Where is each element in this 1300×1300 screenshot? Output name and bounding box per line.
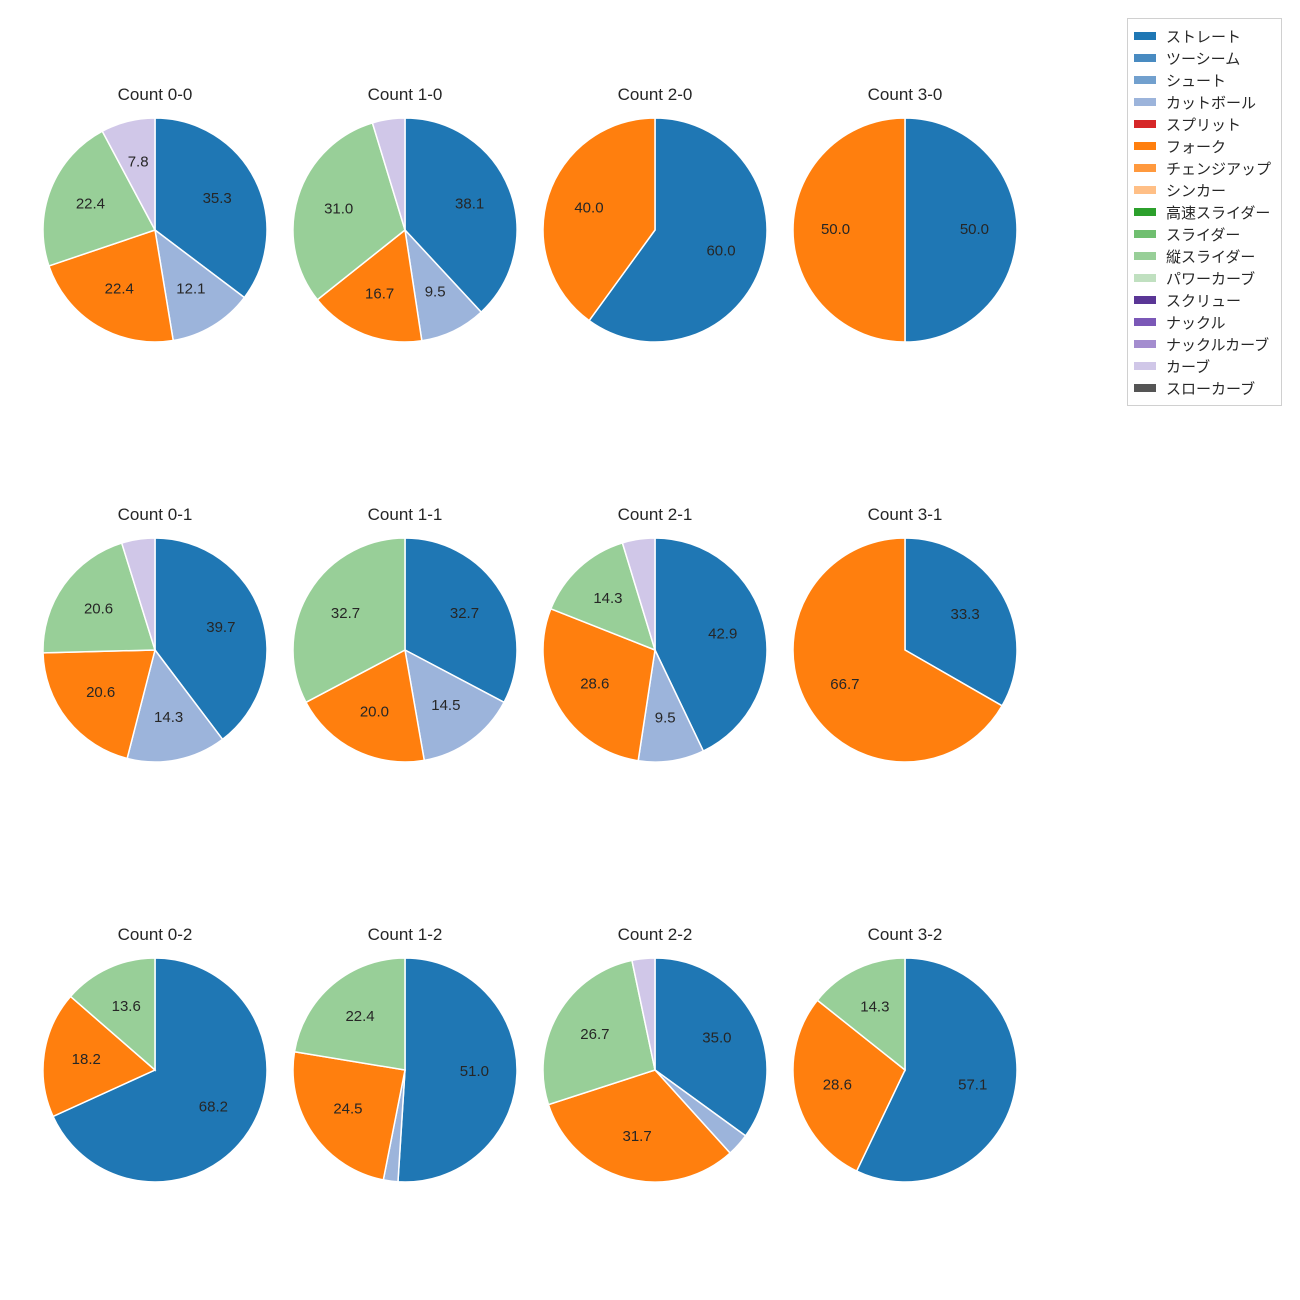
pie-wedge-label: 31.0 [324, 200, 353, 217]
legend-label: 縦スライダー [1166, 246, 1255, 267]
pie-wedge-label: 26.7 [580, 1026, 609, 1043]
pie-chart: 57.1 28.6 14.3 [753, 918, 1057, 1222]
legend-item: スクリュー [1134, 289, 1271, 311]
legend-item: スライダー [1134, 223, 1271, 245]
pie-wedge-label: 57.1 [958, 1076, 987, 1093]
legend-swatch [1134, 267, 1156, 289]
pie-wedge-label: 14.3 [860, 998, 889, 1015]
pie-wedge-label: 33.3 [950, 606, 979, 623]
legend-item: スローカーブ [1134, 377, 1271, 399]
pie-wedge-label: 9.5 [655, 710, 676, 727]
legend-item: シンカー [1134, 179, 1271, 201]
legend-label: スプリット [1166, 114, 1241, 135]
legend-swatch [1134, 91, 1156, 113]
legend-swatch [1134, 25, 1156, 47]
pie-wedge [398, 958, 517, 1182]
legend-item: カットボール [1134, 91, 1271, 113]
legend-item: カーブ [1134, 355, 1271, 377]
legend-swatch [1134, 245, 1156, 267]
pie-wedge-label: 40.0 [574, 200, 603, 217]
legend-swatch [1134, 333, 1156, 355]
legend-swatch [1134, 135, 1156, 157]
pie-wedge-label: 60.0 [706, 242, 735, 259]
legend-label: チェンジアップ [1166, 158, 1271, 179]
legend-label: スローカーブ [1166, 378, 1255, 399]
pie-wedge-label: 18.2 [72, 1051, 101, 1068]
pie-wedge-label: 13.6 [112, 998, 141, 1015]
legend-label: ナックル [1166, 312, 1226, 333]
legend-label: フォーク [1166, 136, 1226, 157]
pie-wedge-label: 12.1 [176, 280, 205, 297]
pie-wedge-label: 42.9 [708, 626, 737, 643]
pie-wedge-label: 32.7 [450, 605, 479, 622]
legend-label: ツーシーム [1166, 48, 1240, 69]
legend-swatch [1134, 113, 1156, 135]
legend-label: カットボール [1166, 92, 1256, 113]
pie-wedge-label: 14.5 [431, 697, 460, 714]
legend: ストレートツーシームシュートカットボールスプリットフォークチェンジアップシンカー… [1127, 18, 1282, 406]
legend-swatch [1134, 311, 1156, 333]
pie-wedge-label: 22.4 [105, 281, 134, 298]
pie-wedge-label: 14.3 [593, 590, 622, 607]
legend-item: ナックル [1134, 311, 1271, 333]
legend-label: スライダー [1166, 224, 1240, 245]
legend-item: 縦スライダー [1134, 245, 1271, 267]
pie-wedge-label: 28.6 [823, 1077, 852, 1094]
legend-swatch [1134, 289, 1156, 311]
pie-wedge-label: 50.0 [960, 221, 989, 238]
pie-wedge-label: 28.6 [580, 676, 609, 693]
legend-item: パワーカーブ [1134, 267, 1271, 289]
legend-swatch [1134, 201, 1156, 223]
pie-wedge-label: 22.4 [345, 1008, 374, 1025]
legend-label: スクリュー [1166, 290, 1241, 311]
pie-wedge-label: 31.7 [622, 1128, 651, 1145]
legend-item: フォーク [1134, 135, 1271, 157]
legend-label: シンカー [1166, 180, 1226, 201]
pie-wedge-label: 16.7 [365, 286, 394, 303]
legend-swatch [1134, 157, 1156, 179]
legend-swatch [1134, 223, 1156, 245]
legend-label: シュート [1166, 70, 1226, 91]
legend-swatch [1134, 377, 1156, 399]
legend-swatch [1134, 69, 1156, 91]
legend-label: ストレート [1166, 26, 1241, 47]
legend-swatch [1134, 179, 1156, 201]
pie-wedge-label: 9.5 [425, 284, 446, 301]
pie-wedge-label: 39.7 [206, 619, 235, 636]
legend-item: ナックルカーブ [1134, 333, 1271, 355]
pie-chart: 50.0 50.0 [753, 78, 1057, 382]
legend-label: ナックルカーブ [1166, 334, 1269, 355]
legend-item: シュート [1134, 69, 1271, 91]
legend-label: パワーカーブ [1166, 268, 1255, 289]
pie-wedge-label: 66.7 [830, 676, 859, 693]
legend-label: カーブ [1166, 356, 1210, 377]
pie-wedge-label: 68.2 [199, 1099, 228, 1116]
pie-wedge-label: 32.7 [331, 605, 360, 622]
legend-label: 高速スライダー [1166, 202, 1270, 223]
legend-item: スプリット [1134, 113, 1271, 135]
pie-wedge-label: 38.1 [455, 196, 484, 213]
pie-wedge-label: 50.0 [821, 221, 850, 238]
pie-chart: 33.3 66.7 [753, 498, 1057, 802]
legend-swatch [1134, 47, 1156, 69]
legend-item: ストレート [1134, 25, 1271, 47]
pie-wedge-label: 24.5 [333, 1101, 362, 1118]
pie-wedge-label: 20.0 [360, 703, 389, 720]
legend-item: チェンジアップ [1134, 157, 1271, 179]
pie-wedge-label: 22.4 [76, 195, 105, 212]
pie-wedge-label: 14.3 [154, 709, 183, 726]
pie-wedge-label: 7.8 [128, 154, 149, 171]
pie-wedge-label: 35.0 [702, 1029, 731, 1046]
legend-item: 高速スライダー [1134, 201, 1271, 223]
figure: ストレートツーシームシュートカットボールスプリットフォークチェンジアップシンカー… [0, 0, 1300, 1300]
pie-wedge-label: 35.3 [203, 190, 232, 207]
pie-wedge-label: 20.6 [84, 601, 113, 618]
pie-wedge-label: 20.6 [86, 684, 115, 701]
legend-item: ツーシーム [1134, 47, 1271, 69]
pie-wedge-label: 51.0 [460, 1063, 489, 1080]
legend-swatch [1134, 355, 1156, 377]
